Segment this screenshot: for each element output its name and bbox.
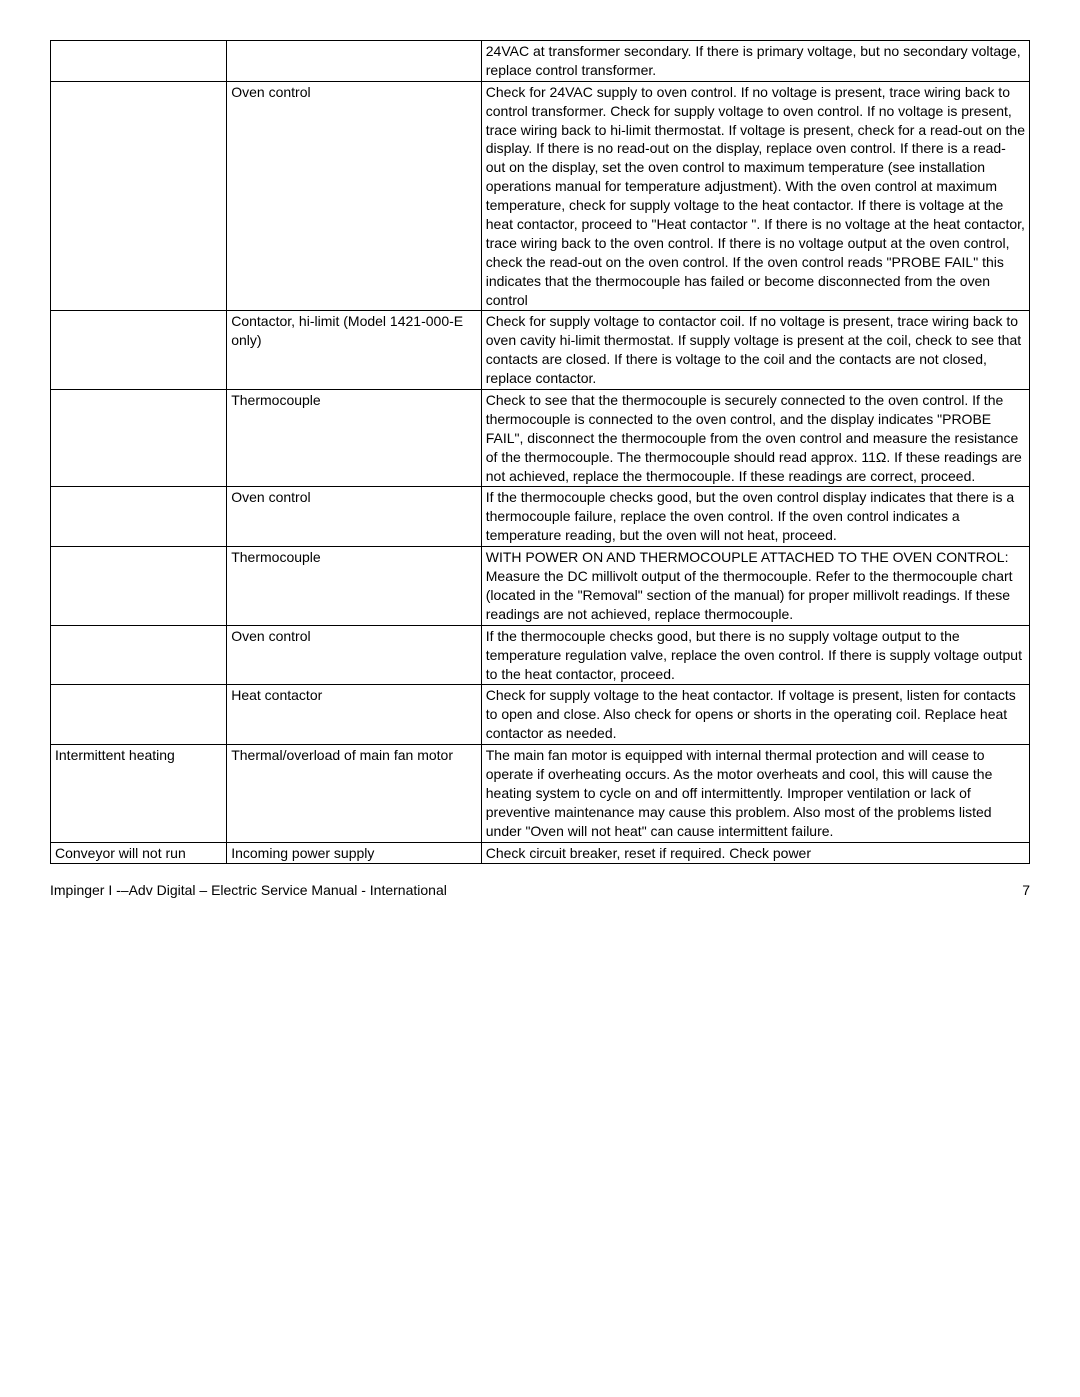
table-row: ThermocoupleCheck to see that the thermo… [51, 390, 1030, 487]
table-row: 24VAC at transformer secondary. If there… [51, 41, 1030, 82]
table-cell: Thermal/overload of main fan motor [227, 745, 482, 842]
table-row: Conveyor will not runIncoming power supp… [51, 842, 1030, 864]
troubleshooting-table: 24VAC at transformer secondary. If there… [50, 40, 1030, 864]
table-row: Oven controlCheck for 24VAC supply to ov… [51, 81, 1030, 311]
table-cell: If the thermocouple checks good, but the… [481, 625, 1029, 685]
footer-left: Impinger I -–Adv Digital – Electric Serv… [50, 882, 447, 898]
table-cell [51, 41, 227, 82]
table-cell: Check circuit breaker, reset if required… [481, 842, 1029, 864]
table-cell: Check for supply voltage to the heat con… [481, 685, 1029, 745]
table-cell: Conveyor will not run [51, 842, 227, 864]
table-row: ThermocoupleWITH POWER ON AND THERMOCOUP… [51, 547, 1030, 626]
table-cell [51, 390, 227, 487]
table-cell: Intermittent heating [51, 745, 227, 842]
table-row: Intermittent heatingThermal/overload of … [51, 745, 1030, 842]
table-cell: Thermocouple [227, 547, 482, 626]
table-cell [51, 685, 227, 745]
table-row: Heat contactorCheck for supply voltage t… [51, 685, 1030, 745]
table-row: Contactor, hi-limit (Model 1421-000-E on… [51, 311, 1030, 390]
table-cell: Check for 24VAC supply to oven control. … [481, 81, 1029, 311]
table-cell [227, 41, 482, 82]
table-cell: Oven control [227, 81, 482, 311]
table-cell [51, 487, 227, 547]
table-cell: Oven control [227, 487, 482, 547]
table-row: Oven controlIf the thermocouple checks g… [51, 487, 1030, 547]
table-cell: Oven control [227, 625, 482, 685]
table-cell: Contactor, hi-limit (Model 1421-000-E on… [227, 311, 482, 390]
page-footer: Impinger I -–Adv Digital – Electric Serv… [50, 882, 1030, 898]
table-cell [51, 311, 227, 390]
table-cell [51, 625, 227, 685]
table-cell: WITH POWER ON AND THERMOCOUPLE ATTACHED … [481, 547, 1029, 626]
table-cell: The main fan motor is equipped with inte… [481, 745, 1029, 842]
footer-right: 7 [1022, 882, 1030, 898]
table-cell: 24VAC at transformer secondary. If there… [481, 41, 1029, 82]
table-cell [51, 81, 227, 311]
table-cell: Thermocouple [227, 390, 482, 487]
table-cell: Check for supply voltage to contactor co… [481, 311, 1029, 390]
table-row: Oven controlIf the thermocouple checks g… [51, 625, 1030, 685]
table-cell: Heat contactor [227, 685, 482, 745]
table-cell: If the thermocouple checks good, but the… [481, 487, 1029, 547]
table-cell: Check to see that the thermocouple is se… [481, 390, 1029, 487]
table-cell: Incoming power supply [227, 842, 482, 864]
table-cell [51, 547, 227, 626]
